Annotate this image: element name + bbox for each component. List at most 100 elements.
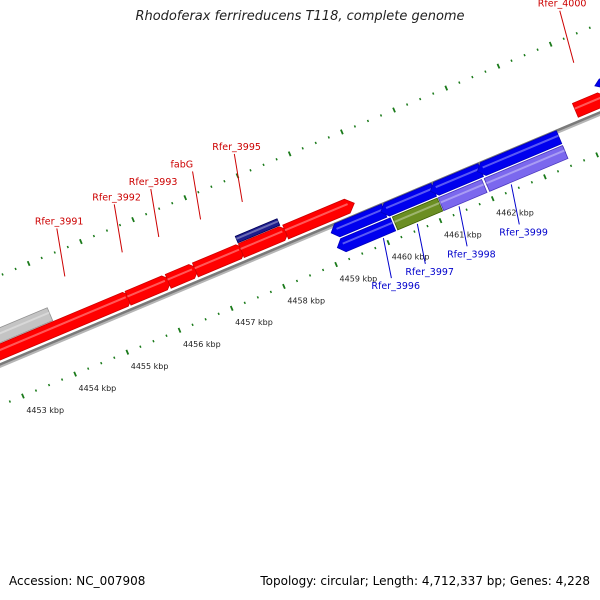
- inner-scale-tick: [361, 252, 364, 255]
- inner-scale-tick: [348, 257, 351, 261]
- inner-scale-tick: [243, 301, 246, 305]
- inner-scale-tick: [374, 246, 377, 250]
- forward-gene-2-gloss: [0, 296, 127, 352]
- inner-scale-tick: [530, 180, 533, 184]
- forward-gene-11: [571, 92, 600, 118]
- inner-scale-tick: [569, 164, 573, 168]
- reverse-gene-label: Rfer_3999: [499, 227, 548, 238]
- outer-scale-tick: [340, 129, 344, 135]
- backbone-group: [0, 111, 600, 368]
- reverse-label-leader: [510, 184, 520, 225]
- inner-scale-tick: [543, 174, 547, 180]
- outer-scale-tick: [523, 53, 526, 57]
- inner-scale-tick: [504, 191, 507, 195]
- outer-scale-tick: [171, 201, 174, 205]
- inner-scale-tick: [490, 196, 495, 202]
- scale-label-4459: 4459 kbp: [340, 274, 378, 283]
- outer-scale-tick: [131, 216, 135, 223]
- inner-scale-tick: [113, 356, 116, 359]
- inner-scale-tick: [125, 349, 130, 355]
- reverse-gene-8-gloss: [485, 149, 565, 185]
- outer-scale-tick: [144, 212, 148, 216]
- outer-scale-tick: [105, 229, 109, 232]
- inner-scale-tick: [426, 224, 429, 228]
- reverse-gene-4: [336, 217, 397, 253]
- scale-label-4458: 4458 kbp: [287, 296, 325, 305]
- inner-scale-tick: [321, 268, 325, 272]
- genome-summary-text: Topology: circular; Length: 4,712,337 bp…: [260, 574, 590, 588]
- outer-scale-tick: [484, 70, 487, 73]
- inner-scale-tick: [73, 371, 77, 377]
- inner-scale-tick: [191, 323, 194, 327]
- forward-gene-label: Rfer_4000: [538, 0, 587, 10]
- forward-gene-label: Rfer_3995: [212, 142, 261, 153]
- outer-scale-tick: [118, 223, 122, 227]
- forward-gene-11-gloss: [574, 96, 600, 110]
- outer-scale-tick: [275, 158, 278, 161]
- outer-scale-tick: [496, 63, 501, 69]
- inner-scale-tick: [595, 152, 599, 158]
- inner-scale-tick: [229, 305, 234, 311]
- forward-label-leader: [150, 188, 160, 238]
- outer-scale-tick: [432, 92, 435, 95]
- inner-scale-tick: [217, 312, 220, 316]
- inner-scale-tick: [47, 383, 51, 387]
- inner-scale-tick: [152, 339, 155, 343]
- inner-scale-tick: [177, 327, 182, 333]
- gene-group[interactable]: [0, 56, 600, 392]
- outer-scale-tick: [26, 260, 31, 267]
- scale-label-4455: 4455 kbp: [131, 362, 169, 371]
- scale-label-4457: 4457 kbp: [235, 318, 273, 327]
- reverse-gene-label: Rfer_3997: [405, 267, 454, 278]
- forward-gene-6-gloss: [235, 220, 279, 240]
- label-group: 4453 kbp 4454 kbp 4455 kbp 4456 kbp 4457 kbp…: [26, 0, 587, 415]
- forward-gene-0-gloss: [0, 311, 50, 335]
- outer-scale-tick: [562, 37, 565, 41]
- inner-scale-tick: [308, 274, 312, 277]
- outer-scale-tick: [158, 207, 161, 210]
- outer-scale-tick: [210, 185, 213, 189]
- scale-label-4462: 4462 kbp: [496, 209, 534, 218]
- inner-scale-tick: [100, 361, 103, 365]
- outer-scale-tick: [262, 163, 265, 167]
- inner-scale-tick: [8, 400, 11, 403]
- inner-scale-tick: [34, 389, 38, 392]
- inner-scale-tick: [269, 290, 272, 294]
- forward-gene-label: Rfer_3991: [35, 216, 84, 227]
- outer-scale-tick: [471, 75, 474, 79]
- outer-scale-tick: [510, 59, 513, 62]
- outer-scale-tick: [444, 85, 449, 91]
- inner-scale-tick: [413, 230, 416, 233]
- inner-scale-tick: [452, 213, 455, 217]
- forward-label-leader: [233, 153, 243, 203]
- outer-scale-tick: [79, 238, 83, 245]
- reverse-gene-6-gloss: [439, 183, 485, 204]
- inner-scale-tick: [204, 317, 207, 321]
- outer-scale-tick: [249, 168, 252, 172]
- forward-gene-6: [234, 218, 281, 244]
- forward-label-leader: [559, 10, 575, 63]
- inner-scale-tick: [465, 208, 468, 211]
- outer-scale-tick: [405, 103, 409, 106]
- outer-scale-tick: [1, 273, 4, 276]
- outer-scale-tick: [548, 41, 553, 47]
- reverse-gene-label: Rfer_3996: [371, 281, 420, 292]
- outer-scale-tick: [536, 48, 539, 52]
- tick-group: [1, 26, 599, 403]
- inner-scale-tick: [438, 217, 443, 224]
- inner-scale-tick: [165, 334, 168, 338]
- backbone-shadow: [0, 111, 600, 368]
- outer-scale-tick: [314, 141, 317, 145]
- outer-scale-tick: [366, 119, 370, 123]
- inner-scale-tick: [21, 393, 25, 399]
- scale-label-4461: 4461 kbp: [444, 231, 482, 240]
- outer-scale-tick: [353, 125, 357, 128]
- reverse-gene-4-gloss: [342, 221, 393, 245]
- reverse-label-leader: [382, 238, 392, 279]
- inner-scale-tick: [295, 279, 299, 283]
- forward-label-leader: [56, 228, 66, 277]
- inner-scale-tick: [282, 283, 286, 290]
- reverse-gene-5: [391, 197, 444, 231]
- forward-gene-label: Rfer_3992: [92, 192, 141, 203]
